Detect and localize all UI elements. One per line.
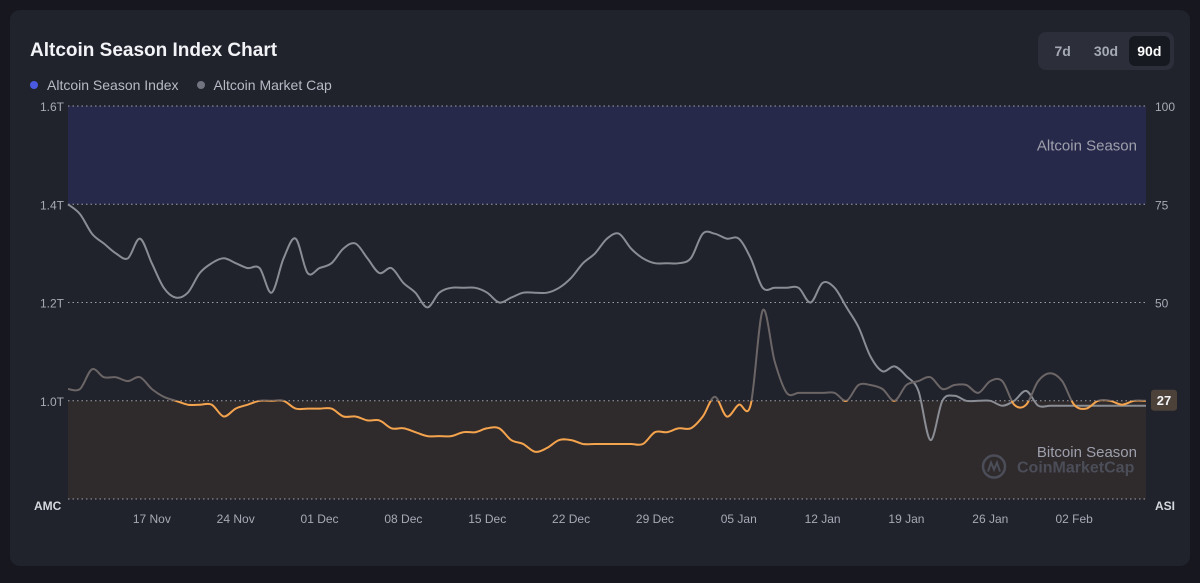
legend-label-amc: Altcoin Market Cap <box>213 77 332 93</box>
zone-bitcoin-season <box>68 400 1146 499</box>
right-axis-tick: 100 <box>1155 100 1175 114</box>
left-axis-label: AMC <box>34 499 62 513</box>
current-value-label: 27 <box>1157 393 1171 408</box>
watermark-icon <box>981 454 1007 479</box>
x-axis-tick: 19 Jan <box>888 512 924 526</box>
x-axis-tick: 08 Dec <box>384 512 422 526</box>
right-axis-tick: 50 <box>1155 297 1169 311</box>
x-axis-tick: 02 Feb <box>1055 512 1093 526</box>
x-axis-tick: 24 Nov <box>217 512 255 526</box>
x-axis-tick: 01 Dec <box>301 512 339 526</box>
zone-label-bitcoin: Bitcoin Season <box>1037 444 1137 461</box>
zone-altcoin-season <box>68 106 1146 205</box>
x-axis-tick: 29 Dec <box>636 512 674 526</box>
x-axis-tick: 17 Nov <box>133 512 171 526</box>
timeframe-90d-button[interactable]: 90d <box>1128 36 1170 66</box>
x-axis-tick: 15 Dec <box>468 512 506 526</box>
x-axis-tick: 22 Dec <box>552 512 590 526</box>
chart-legend: Altcoin Season Index Altcoin Market Cap <box>30 77 332 93</box>
current-value-badge <box>1151 389 1177 411</box>
x-axis-tick: 12 Jan <box>805 512 841 526</box>
watermark-text: CoinMarketCap <box>1017 460 1135 477</box>
zone-label-altcoin: Altcoin Season <box>1037 137 1137 154</box>
x-axis-tick: 26 Jan <box>972 512 1008 526</box>
left-axis-tick: 1.2T <box>40 297 65 311</box>
timeframe-toggle: 7d 30d 90d <box>1038 32 1174 70</box>
timeframe-30d-button[interactable]: 30d <box>1085 36 1126 66</box>
legend-item-amc[interactable]: Altcoin Market Cap <box>196 77 332 93</box>
left-axis-tick: 1.0T <box>40 395 65 409</box>
series-line-altcoin-market-cap <box>67 203 1146 442</box>
legend-item-asi[interactable]: Altcoin Season Index <box>30 77 179 93</box>
right-axis-tick: 75 <box>1155 198 1169 212</box>
series-line-asi-above-threshold <box>68 308 1146 401</box>
right-axis-label: ASI <box>1155 499 1175 513</box>
timeframe-7d-button[interactable]: 7d <box>1042 36 1083 66</box>
chart-title: Altcoin Season Index Chart <box>30 40 278 61</box>
x-axis-tick: 05 Jan <box>721 512 757 526</box>
series-line-asi-below-threshold <box>172 400 1146 453</box>
legend-dot-asi <box>30 81 38 89</box>
left-axis-tick: 1.6T <box>40 100 65 114</box>
left-axis-tick: 1.4T <box>40 198 65 212</box>
legend-dot-amc <box>196 81 205 89</box>
watermark-icon-mark <box>987 459 1001 473</box>
legend-label-asi: Altcoin Season Index <box>47 77 179 93</box>
